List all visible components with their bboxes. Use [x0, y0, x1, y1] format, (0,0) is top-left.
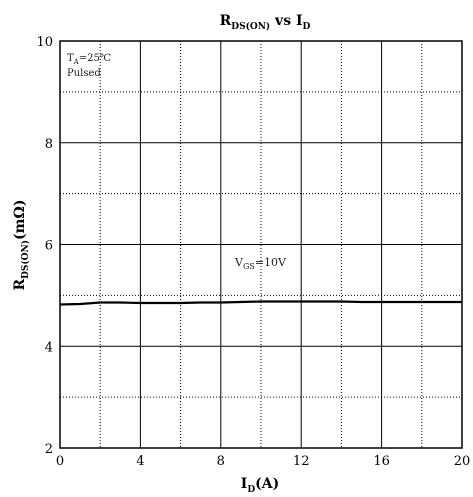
y-axis-title: RDS(ON)(mΩ) — [12, 199, 31, 290]
annotation-line1-main: T — [67, 53, 74, 64]
chart-title-sub2: D — [303, 22, 311, 32]
series-label: VGS=10V — [234, 256, 287, 271]
y-axis-title-main: R — [12, 279, 28, 291]
x-tick-label: 4 — [136, 454, 144, 469]
chart-title-rest: vs I — [270, 13, 302, 29]
chart-title-sub: DS(ON) — [231, 21, 270, 32]
grid — [60, 41, 462, 448]
x-axis-title-rest: (A) — [255, 476, 279, 492]
chart-title: RDS(ON) vs ID — [220, 13, 311, 32]
x-tick-label: 20 — [454, 454, 471, 469]
series-label-sub: GS — [243, 262, 255, 271]
series-line-0 — [59, 300, 462, 306]
chart-title-main: R — [220, 13, 232, 29]
x-tick-label: 16 — [373, 454, 390, 469]
y-tick-label: 8 — [45, 137, 53, 152]
x-tick-label: 0 — [56, 454, 64, 469]
annotation-line1-rest: =25℃ — [79, 53, 111, 64]
y-axis-title-sub: DS(ON) — [20, 240, 31, 279]
x-axis-title: ID(A) — [241, 476, 280, 495]
x-axis-title-main: I — [241, 476, 248, 492]
x-tick-label: 12 — [293, 454, 310, 469]
plot-frame — [59, 40, 463, 449]
y-tick-label: 10 — [36, 35, 53, 50]
series-label-rest: =10V — [255, 256, 287, 269]
y-tick-label: 6 — [45, 239, 53, 254]
series — [59, 300, 462, 306]
annotation-line2: Pulsed — [67, 68, 101, 79]
x-tick-label: 8 — [217, 454, 225, 469]
y-tick-label: 4 — [45, 340, 53, 355]
series-label-main: V — [234, 256, 244, 269]
annotation-line1: TA=25℃ — [67, 53, 111, 66]
y-tick-label: 2 — [45, 442, 53, 457]
annotation-line1-sub: A — [73, 58, 80, 66]
x-axis-title-sub: D — [247, 485, 255, 495]
y-axis-title-rest: (mΩ) — [12, 199, 28, 240]
